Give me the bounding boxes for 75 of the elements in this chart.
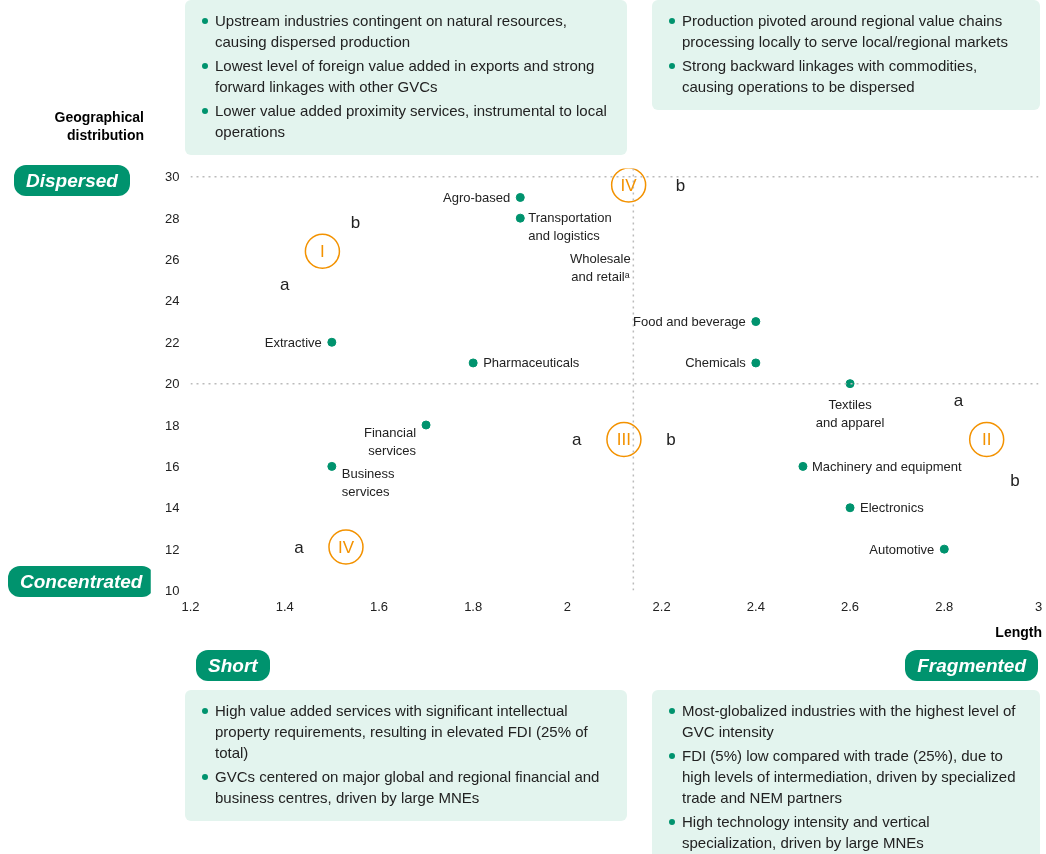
text: High value added services with significant intellectual property requirements, resulting in elevated FDI (25% of total): [215, 702, 588, 761]
annotation: b: [675, 175, 686, 195]
text: GVCs centered on major global and regional financial and business centres, driven by large MNEs: [215, 768, 600, 806]
text: Concentrated: [8, 566, 155, 598]
series-label: Pharmaceuticals: [483, 355, 580, 371]
annotation: I: [320, 241, 325, 261]
x-tick-label: 2.6: [841, 598, 860, 614]
x-tick-label: 1.8: [464, 598, 483, 614]
annotation: a: [953, 390, 964, 410]
series-label: Business services: [341, 465, 396, 499]
point: [751, 317, 761, 327]
series-label: Electronics: [860, 500, 925, 516]
y-tick-label: 14: [165, 500, 180, 516]
y-tick-label: 20: [165, 376, 180, 392]
text: FDI (5%) low compared with trade (25%), due to high levels of intermediation, driven by specialized trade and NEM partners: [682, 747, 1016, 806]
y-tick-label: 28: [165, 210, 180, 226]
series-label: Agro-based: [443, 189, 511, 205]
series-label: Automotive: [869, 541, 935, 557]
series-label: Transportation and logistics: [528, 209, 612, 243]
text: Textiles and apparel: [815, 397, 885, 431]
x-axis-title: Length: [995, 623, 1042, 642]
point: [327, 461, 337, 471]
annotation: b: [350, 212, 361, 232]
y-tick-label: 26: [165, 252, 180, 268]
text: Strong backward linkages with commodities, causing operations to be dispersed: [682, 57, 978, 95]
annotation: IV: [337, 537, 355, 557]
annotation: a: [572, 429, 583, 449]
series-label: Financial services: [364, 424, 417, 458]
series-label: Chemicals: [685, 355, 747, 371]
point: [845, 503, 855, 513]
point: [515, 192, 525, 202]
y-tick-label: 22: [165, 334, 180, 350]
x-tick-label: 1.2: [181, 598, 200, 614]
point: [939, 544, 949, 554]
y-tick-label: 12: [165, 541, 180, 557]
point: [421, 420, 431, 430]
annotation: II: [981, 429, 992, 449]
y-tick-label: 30: [165, 169, 180, 185]
y-tick-label: 10: [165, 583, 180, 598]
x-tick-label: 2.8: [935, 598, 954, 614]
annotation: a: [294, 537, 305, 557]
annotation: Wholesale and retailᵃ: [570, 251, 631, 285]
x-tick-label: 2.4: [746, 598, 765, 614]
text: Dispersed: [14, 165, 130, 197]
annotation: b: [1010, 471, 1020, 491]
annotation: a: [279, 274, 290, 294]
text: High technology intensity and vertical specialization, driven by large MNEs: [682, 813, 930, 851]
series-label: Food and beverage: [633, 314, 746, 330]
y-tick-label: 24: [165, 293, 180, 309]
text: Production pivoted around regional value chains processing locally to serve local/regional markets: [682, 12, 1008, 50]
text: Lower value added proximity services, instrumental to local operations: [215, 102, 607, 140]
x-tick-label: 3: [1034, 598, 1043, 614]
point: [798, 461, 808, 471]
annotation: b: [666, 429, 676, 449]
point: [515, 213, 525, 223]
point: [845, 379, 855, 389]
annotation: III: [616, 429, 632, 449]
y-tick-label: 16: [165, 458, 180, 474]
text: Short: [196, 650, 270, 682]
x-tick-label: 2.2: [652, 598, 671, 614]
point: [327, 337, 337, 347]
text: Upstream industries contingent on natural resources, causing dispersed production: [215, 12, 567, 50]
text: Lowest level of foreign value added in exports and strong forward linkages with other GVCs: [215, 57, 595, 95]
series-label: Machinery and equipment: [811, 458, 962, 474]
text: Fragmented: [905, 650, 1038, 682]
x-tick-label: 1.6: [369, 598, 388, 614]
text: Most-globalized industries with the highest level of GVC intensity: [682, 702, 1016, 740]
annotation: IV: [620, 175, 638, 195]
x-tick-label: 1.4: [275, 598, 294, 614]
point: [751, 358, 761, 368]
x-tick-label: 2: [563, 598, 572, 614]
y-tick-label: 18: [165, 417, 180, 433]
point: [468, 358, 478, 368]
y-axis-title: Geographical distribution: [53, 108, 144, 145]
series-label: Extractive: [264, 334, 322, 350]
